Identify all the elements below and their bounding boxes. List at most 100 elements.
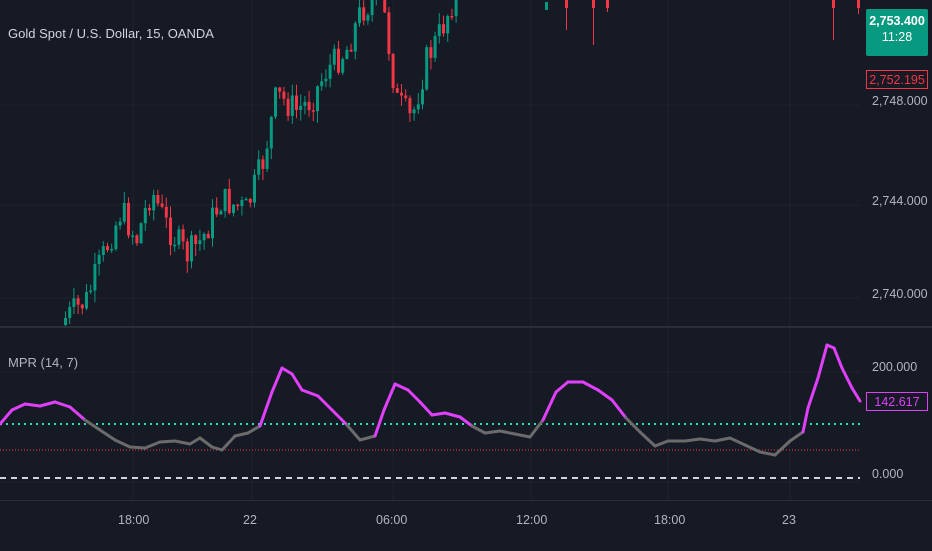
candle-body (76, 298, 80, 305)
candle-body (206, 233, 210, 239)
candle-body (106, 246, 109, 251)
price-tick: 2,744.000 (872, 194, 928, 208)
mpr-line-segment (382, 382, 397, 412)
time-label: 18:00 (118, 513, 150, 527)
candle-body (185, 241, 189, 262)
candle-body (152, 195, 156, 211)
candle-body (257, 159, 261, 175)
mpr-line-segment (173, 439, 192, 446)
candle-body (592, 0, 595, 8)
mpr-line-segment (345, 423, 362, 442)
candle-body (383, 0, 387, 13)
last-price-badge: 2,753.400 11:28 (866, 9, 928, 56)
candle-body (160, 203, 164, 207)
mpr-line-segment (773, 439, 792, 457)
mpr-line-segment (210, 445, 224, 452)
candle-body (349, 49, 353, 52)
mpr-line-segment (443, 411, 462, 419)
mpr-line-segment (513, 432, 532, 439)
mpr-line-segment (330, 408, 349, 427)
candle-body (341, 59, 345, 73)
mpr-line-segment (290, 372, 304, 392)
mpr-line-segment (610, 398, 628, 420)
symbol-title: Gold Spot / U.S. Dollar, 15, OANDA (8, 26, 214, 41)
high-line-price-label: 2,752.195 (866, 70, 928, 89)
candle-body (177, 229, 181, 245)
candle-body (64, 317, 67, 325)
candle-body (450, 16, 454, 18)
mpr-line-segment (358, 434, 377, 442)
price-candles[interactable] (64, 0, 860, 327)
mpr-line-segment (816, 343, 829, 380)
last-price-value: 2,753.400 (869, 14, 925, 28)
candle-body (282, 91, 286, 99)
mpr-line-segment (280, 366, 294, 376)
candle-body (248, 198, 252, 203)
time-axis[interactable]: 18:00 22 06:00 12:00 18:00 23 (0, 500, 932, 551)
candle-body (387, 12, 391, 55)
indicator-title: MPR (14, 7) (8, 355, 79, 370)
candle-body (236, 204, 240, 207)
candle-body (232, 204, 235, 214)
candle-body (290, 95, 294, 116)
candle-body (545, 2, 548, 10)
candle-body (93, 264, 97, 291)
mpr-line-segment (541, 390, 558, 422)
candle-body (80, 304, 84, 309)
mpr-line-segment (406, 388, 422, 404)
candle-body (332, 48, 336, 65)
time-label: 23 (782, 513, 796, 527)
mpr-line-segment (393, 382, 410, 392)
candle-body (278, 87, 282, 92)
mpr-line-segment (10, 402, 27, 412)
candle-body (190, 235, 193, 262)
candle-body (433, 36, 437, 58)
candle-body (164, 206, 168, 218)
mpr-line-segment (458, 415, 474, 428)
candle-body (565, 0, 568, 8)
candle-body (320, 81, 324, 87)
candle-body (148, 208, 151, 211)
candle-body (442, 24, 445, 34)
candle-body (223, 188, 227, 212)
mpr-line-segment (470, 424, 487, 435)
candle-body (198, 240, 202, 245)
time-label: 18:00 (654, 513, 686, 527)
candle-body (194, 235, 198, 245)
candle-body (324, 78, 328, 82)
mpr-line-segment (198, 436, 214, 449)
mpr-line-segment (638, 430, 657, 448)
candle-body (345, 49, 349, 60)
candle-body (412, 109, 416, 114)
mpr-line-segment (683, 437, 702, 443)
mpr-line-segment (0, 408, 14, 426)
mpr-line-segment (554, 380, 570, 394)
candle-body (337, 48, 340, 73)
candle-body (114, 225, 118, 250)
candle-body (421, 89, 424, 105)
mpr-line-segment (220, 434, 237, 452)
mpr-line-segment (23, 402, 42, 408)
mpr-line-segment (113, 438, 132, 449)
candle-body (240, 200, 244, 207)
mpr-line-segment (316, 394, 334, 412)
mpr-line-segment (418, 400, 434, 417)
candle-body (370, 0, 374, 16)
mpr-line-segment (68, 405, 87, 422)
candle-body (169, 217, 172, 246)
mpr-indicator-pane[interactable] (0, 343, 862, 479)
price-tick: 2,740.000 (872, 287, 928, 301)
candle-body (143, 208, 147, 224)
candle-body (832, 0, 835, 8)
candle-body (127, 202, 130, 236)
mpr-line-segment (528, 418, 545, 439)
mpr-line-segment (653, 439, 670, 448)
candle-body (227, 188, 231, 214)
mpr-line-segment (258, 390, 274, 428)
mpr-line-segment (596, 388, 614, 402)
time-label: 12:00 (516, 513, 548, 527)
mpr-line-segment (246, 424, 262, 435)
candle-body (118, 221, 122, 226)
